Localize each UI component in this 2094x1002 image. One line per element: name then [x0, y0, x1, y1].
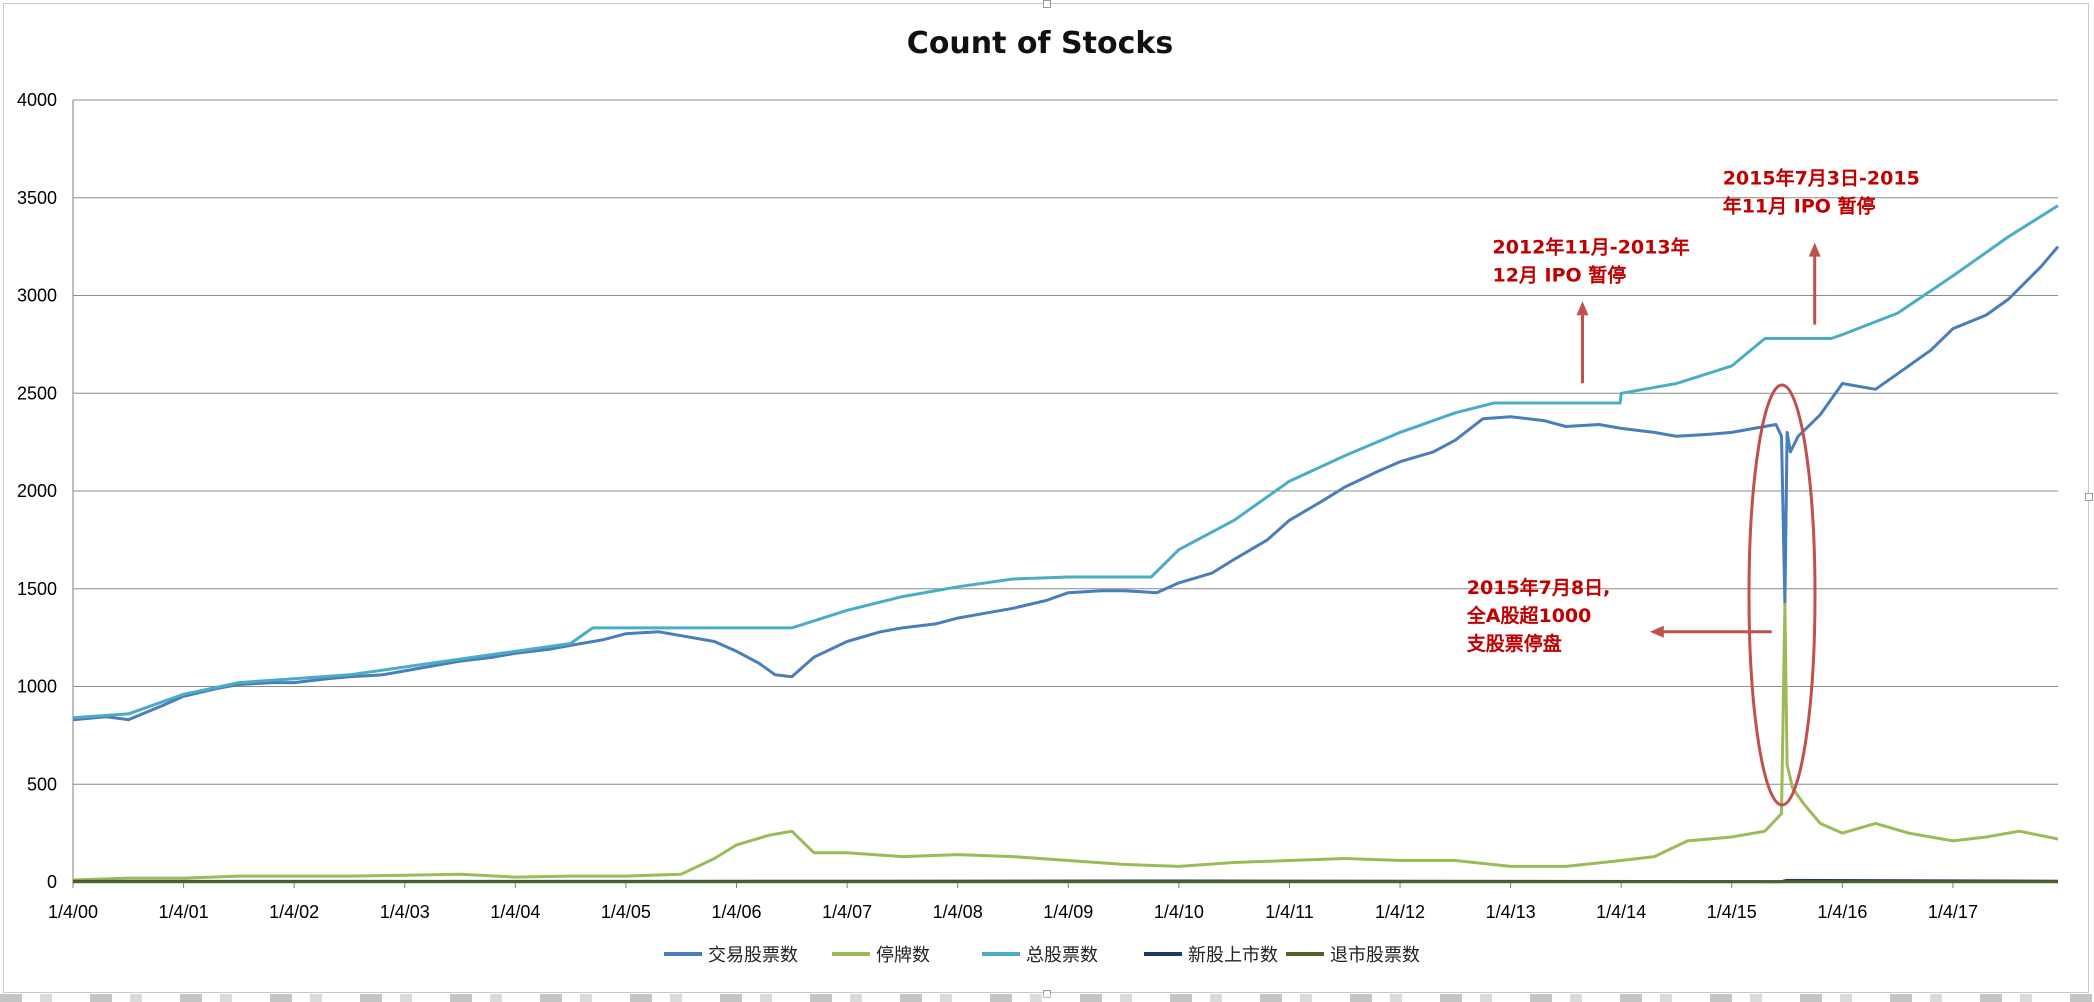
- y-tick-label: 2000: [17, 481, 57, 501]
- legend-label: 退市股票数: [1330, 945, 1420, 966]
- series-line: [72, 204, 2059, 720]
- annotation-arrowhead: [1576, 301, 1589, 316]
- y-tick-label: 1500: [17, 579, 57, 599]
- annotation-text: 年11月 IPO 暂停: [1723, 195, 1876, 218]
- annotation-text: 全A股超1000: [1466, 604, 1592, 627]
- x-tick-label: 1/4/08: [933, 902, 983, 922]
- x-tick-label: 1/4/17: [1928, 902, 1978, 922]
- x-tick-label: 1/4/04: [490, 902, 540, 922]
- x-tick-label: 1/4/06: [711, 902, 761, 922]
- annotation-text: 2015年7月3日-2015: [1723, 167, 1920, 190]
- annotations: 2012年11月-2013年 12月 IPO 暂停 2015年7月3日-2015 年1…: [1466, 167, 1920, 807]
- annotation-text: 12月 IPO 暂停: [1492, 263, 1626, 286]
- y-tick-label: 0: [47, 872, 57, 892]
- legend-label: 交易股票数: [708, 945, 798, 966]
- legend: 交易股票数 停牌数 总股票数 新股上市数 退市股票数: [664, 945, 1420, 966]
- x-axis: 1/4/00 1/4/01 1/4/02 1/4/03 1/4/04 1/4/05 1/4/…: [48, 882, 1978, 922]
- gridlines: [73, 99, 2058, 883]
- annotation-arrowhead: [1808, 242, 1821, 257]
- annotation-text: 2015年7月8日,: [1467, 576, 1611, 599]
- y-tick-label: 4000: [17, 90, 57, 110]
- x-tick-label: 1/4/12: [1375, 902, 1425, 922]
- x-tick-label: 1/4/01: [159, 902, 209, 922]
- x-tick-label: 1/4/00: [48, 902, 98, 922]
- legend-label: 新股上市数: [1188, 945, 1278, 966]
- x-tick-label: 1/4/05: [601, 902, 651, 922]
- y-tick-label: 3500: [17, 188, 57, 208]
- resize-handle-right[interactable]: [2085, 493, 2093, 501]
- series-lines: [72, 204, 2060, 884]
- annotation-text: 支股票停盘: [1466, 632, 1562, 655]
- resize-handle-bottom[interactable]: [1043, 990, 1051, 998]
- resize-handle-top[interactable]: [1043, 0, 1051, 8]
- x-tick-label: 1/4/03: [380, 902, 430, 922]
- x-tick-label: 1/4/07: [822, 902, 872, 922]
- x-tick-label: 1/4/13: [1486, 902, 1536, 922]
- y-tick-label: 1000: [17, 677, 57, 697]
- sheet-row-strip: [0, 994, 2094, 1002]
- x-tick-label: 1/4/09: [1043, 902, 1093, 922]
- chart-title: Count of Stocks: [907, 26, 1173, 61]
- legend-label: 总股票数: [1026, 945, 1098, 966]
- annotation-arrowhead: [1649, 625, 1664, 638]
- x-tick-label: 1/4/11: [1265, 902, 1314, 922]
- x-tick-label: 1/4/14: [1596, 902, 1646, 922]
- y-tick-label: 500: [27, 774, 57, 794]
- x-tick-label: 1/4/15: [1707, 902, 1757, 922]
- annotation-text: 2012年11月-2013年: [1492, 235, 1689, 258]
- x-tick-label: 1/4/16: [1817, 902, 1867, 922]
- y-axis: 0 500 1000 1500 2000 2500 3000 3500 4000: [17, 90, 74, 892]
- x-tick-label: 1/4/02: [269, 902, 319, 922]
- highlight-ellipse: [1747, 383, 1817, 807]
- series-line: [72, 602, 2059, 882]
- series-line: [72, 245, 2060, 722]
- y-tick-label: 3000: [17, 286, 57, 306]
- x-tick-label: 1/4/10: [1154, 902, 1204, 922]
- legend-label: 停牌数: [876, 945, 930, 966]
- y-tick-label: 2500: [17, 383, 57, 403]
